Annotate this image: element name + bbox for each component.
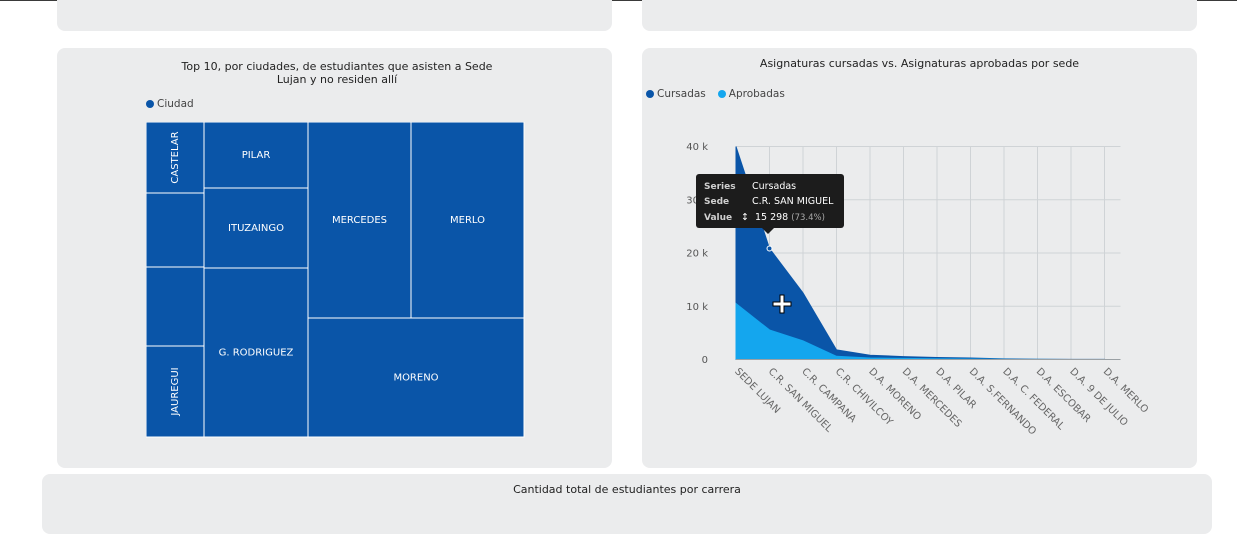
treemap-cell-label: PILAR — [242, 150, 271, 161]
treemap-panel: Top 10, por ciudades, de estudiantes que… — [57, 48, 612, 468]
tooltip-value-value: 15 298 — [754, 212, 789, 223]
move-cursor-icon — [772, 294, 792, 314]
tooltip-sede-key: Sede — [704, 197, 730, 207]
treemap-cell-label: MORENO — [393, 373, 438, 384]
treemap-cell[interactable] — [146, 192, 205, 268]
dashboard-panel-top-left — [57, 0, 612, 31]
legend-label: Aprobadas — [728, 88, 785, 100]
treemap-cell[interactable] — [307, 122, 412, 319]
area-chart-panel: Asignaturas cursadas vs. Asignaturas apr… — [642, 48, 1197, 468]
treemap-cell-label: G. RODRIGUEZ — [219, 348, 294, 359]
treemap-chart: MORENO MERCEDES G. RODRIGUEZ MERLO ITUZAINGO… — [146, 122, 525, 438]
tooltip-pointer — [762, 228, 774, 234]
students-by-career-panel: Cantidad total de estudiantes por carrer… — [42, 474, 1212, 534]
x-tick-label: D.A. MERCEDES — [900, 366, 964, 430]
y-tick-label: 10 k — [686, 302, 708, 313]
legend-marker — [646, 90, 654, 98]
area-chart-title: Asignaturas cursadas vs. Asignaturas apr… — [759, 57, 1080, 70]
top-divider — [0, 0, 1237, 1]
treemap-cell-label: MERCEDES — [332, 215, 387, 226]
legend-label-ciudad: Ciudad — [157, 98, 194, 110]
treemap-cell-label: MERLO — [450, 215, 485, 226]
chart-tooltip: Series Cursadas Sede C.R. SAN MIGUEL Value… — [696, 174, 844, 234]
legend-marker — [146, 100, 154, 108]
area-chart-legend: Cursadas Aprobadas — [646, 88, 797, 100]
legend-label: Cursadas — [657, 88, 706, 100]
treemap-cell[interactable] — [146, 266, 205, 347]
legend-item[interactable]: Cursadas — [646, 88, 706, 100]
treemap-cell-label: JAUREGUI — [170, 367, 181, 416]
treemap-legend[interactable]: Ciudad — [146, 98, 194, 110]
tooltip-series-value: Cursadas — [752, 181, 797, 192]
legend-item[interactable]: Aprobadas — [717, 88, 785, 100]
treemap-cell-label: CASTELAR — [170, 131, 181, 183]
x-tick-label: C.R. CHIVILCOY — [833, 366, 895, 428]
x-tick-label: D.A. 9 DE JULIO — [1067, 366, 1130, 429]
treemap-title: Top 10, por ciudades, de estudiantes que… — [181, 60, 493, 86]
treemap-cell-label: ITUZAINGO — [228, 223, 284, 234]
dashboard-panel-top-right — [642, 0, 1197, 31]
tooltip-value-percent: (73.4%) — [791, 213, 825, 223]
treemap-cell[interactable] — [307, 317, 525, 438]
y-tick-label: 0 — [702, 355, 708, 366]
students-by-career-title: Cantidad total de estudiantes por carrer… — [513, 483, 741, 496]
tooltip-sede-value: C.R. SAN MIGUEL — [752, 196, 834, 207]
tooltip-value-key: Value — [704, 213, 733, 223]
treemap-cell[interactable] — [146, 122, 205, 194]
y-tick-label: 40 k — [686, 142, 708, 153]
tooltip-series-key: Series — [704, 182, 736, 192]
tooltip-arrow-icon: ↕ — [741, 212, 749, 223]
treemap-cell[interactable] — [203, 187, 309, 269]
hover-point-marker — [766, 245, 773, 252]
x-tick-label: D.A. C. FEDERAL — [1000, 366, 1066, 432]
legend-marker — [717, 90, 726, 98]
y-tick-label: 20 k — [686, 249, 708, 260]
treemap-cell[interactable] — [410, 122, 525, 319]
x-tick-label: C.R. SAN MIGUEL — [766, 366, 835, 435]
